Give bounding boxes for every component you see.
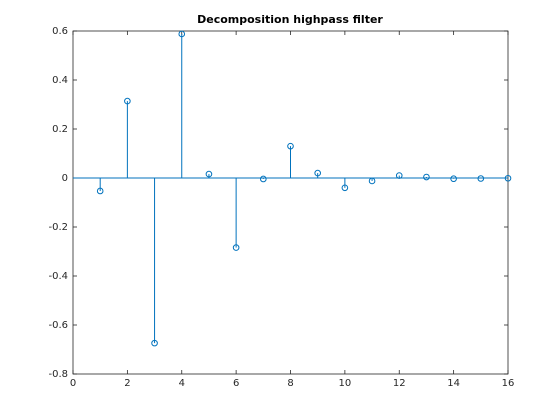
stem-marker [450, 175, 457, 183]
y-tick-label: -0.6 [48, 320, 68, 331]
y-tick-label: 0.6 [52, 26, 68, 37]
stem-marker [178, 30, 186, 38]
stem-marker [477, 175, 485, 182]
stem-marker [395, 172, 403, 179]
x-tick-label: 6 [233, 378, 239, 389]
y-tick-label: -0.4 [48, 271, 68, 282]
x-tick-label: 8 [287, 378, 293, 389]
y-tick-label: -0.8 [48, 369, 68, 380]
stem-marker [368, 177, 376, 185]
stem-marker [341, 184, 349, 192]
stem-marker [287, 142, 294, 150]
y-tick-label: 0.2 [52, 124, 68, 135]
x-tick-label: 14 [447, 378, 460, 389]
chart-title: Decomposition highpass filter [197, 13, 383, 26]
x-tick-label: 16 [502, 378, 515, 389]
stem-marker [232, 244, 240, 251]
x-tick-label: 12 [393, 378, 406, 389]
stem-marker [96, 187, 104, 195]
stem-marker [260, 175, 267, 183]
plot-area [73, 31, 508, 374]
y-tick-label: 0 [62, 173, 68, 184]
stem-marker [205, 170, 213, 178]
axes-box [72, 30, 509, 375]
x-tick-label: 10 [339, 378, 352, 389]
stem-marker [423, 173, 430, 181]
x-tick-label: 2 [124, 378, 130, 389]
y-tick-label: -0.2 [48, 222, 68, 233]
y-tick-label: 0.4 [52, 75, 68, 86]
x-tick-label: 0 [70, 378, 76, 389]
stem-marker [314, 169, 321, 177]
stem-marker [124, 97, 131, 105]
x-tick-label: 4 [179, 378, 185, 389]
stem-marker [504, 174, 512, 182]
stem-marker [151, 339, 158, 347]
